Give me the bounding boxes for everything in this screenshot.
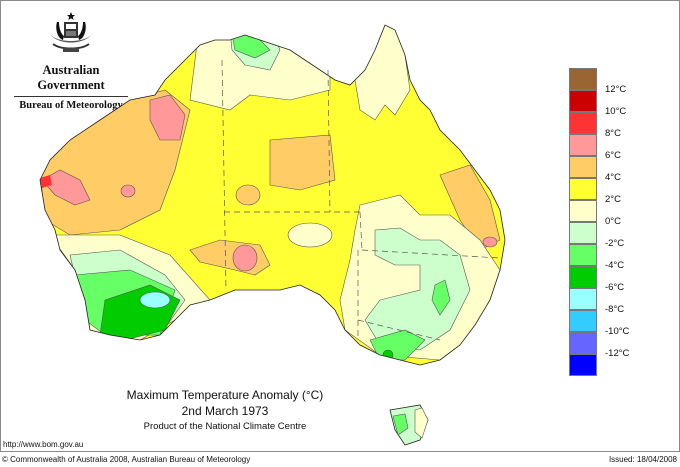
legend-swatch xyxy=(569,134,597,156)
legend-swatch xyxy=(569,156,597,178)
legend-swatch xyxy=(569,112,597,134)
legend-label: -2°C xyxy=(605,238,625,249)
legend-swatch xyxy=(569,266,597,288)
website-link[interactable]: http://www.bom.gov.au xyxy=(3,440,84,449)
map-title: Maximum Temperature Anomaly (°C) xyxy=(126,388,324,402)
tasmania xyxy=(389,404,429,446)
legend-swatch xyxy=(569,332,597,354)
copyright-notice: © Commonwealth of Australia 2008, Austra… xyxy=(2,455,251,464)
legend-label: 12°C xyxy=(605,84,627,95)
map-date: 2nd March 1973 xyxy=(181,404,269,418)
legend-label: -6°C xyxy=(605,282,625,293)
legend-swatch xyxy=(569,222,597,244)
map-credit: Product of the National Climate Centre xyxy=(143,421,307,432)
legend-swatch xyxy=(569,310,597,332)
legend-label: -8°C xyxy=(605,304,625,315)
logo-block: Australian Government Bureau of Meteorol… xyxy=(10,10,132,111)
legend-label: 8°C xyxy=(605,128,621,139)
legend-label: 2°C xyxy=(605,194,621,205)
divider xyxy=(14,96,128,97)
legend-swatch xyxy=(569,354,597,376)
legend-label: -4°C xyxy=(605,260,625,271)
legend-swatch xyxy=(569,90,597,112)
issued-date: Issued: 18/04/2008 xyxy=(608,455,677,464)
coat-of-arms-icon xyxy=(49,12,93,52)
australia-anomaly-map xyxy=(39,24,506,446)
legend-swatch xyxy=(569,200,597,222)
agency-name: Bureau of Meteorology xyxy=(19,100,123,111)
color-legend: 12°C 10°C 8°C 6°C 4°C 2°C 0°C -2°C -4°C … xyxy=(569,68,629,376)
legend-label: -12°C xyxy=(605,348,630,359)
state-borders xyxy=(221,59,501,341)
legend-swatch xyxy=(569,244,597,266)
legend-label: 6°C xyxy=(605,150,621,161)
org-name: Australian Government xyxy=(37,63,105,92)
legend-label: -10°C xyxy=(605,326,630,337)
legend-label: 4°C xyxy=(605,172,621,183)
legend-swatch xyxy=(569,68,597,90)
legend-swatch xyxy=(569,288,597,310)
legend-label: 0°C xyxy=(605,216,621,227)
legend-label: 10°C xyxy=(605,106,627,117)
legend-swatch xyxy=(569,178,597,200)
